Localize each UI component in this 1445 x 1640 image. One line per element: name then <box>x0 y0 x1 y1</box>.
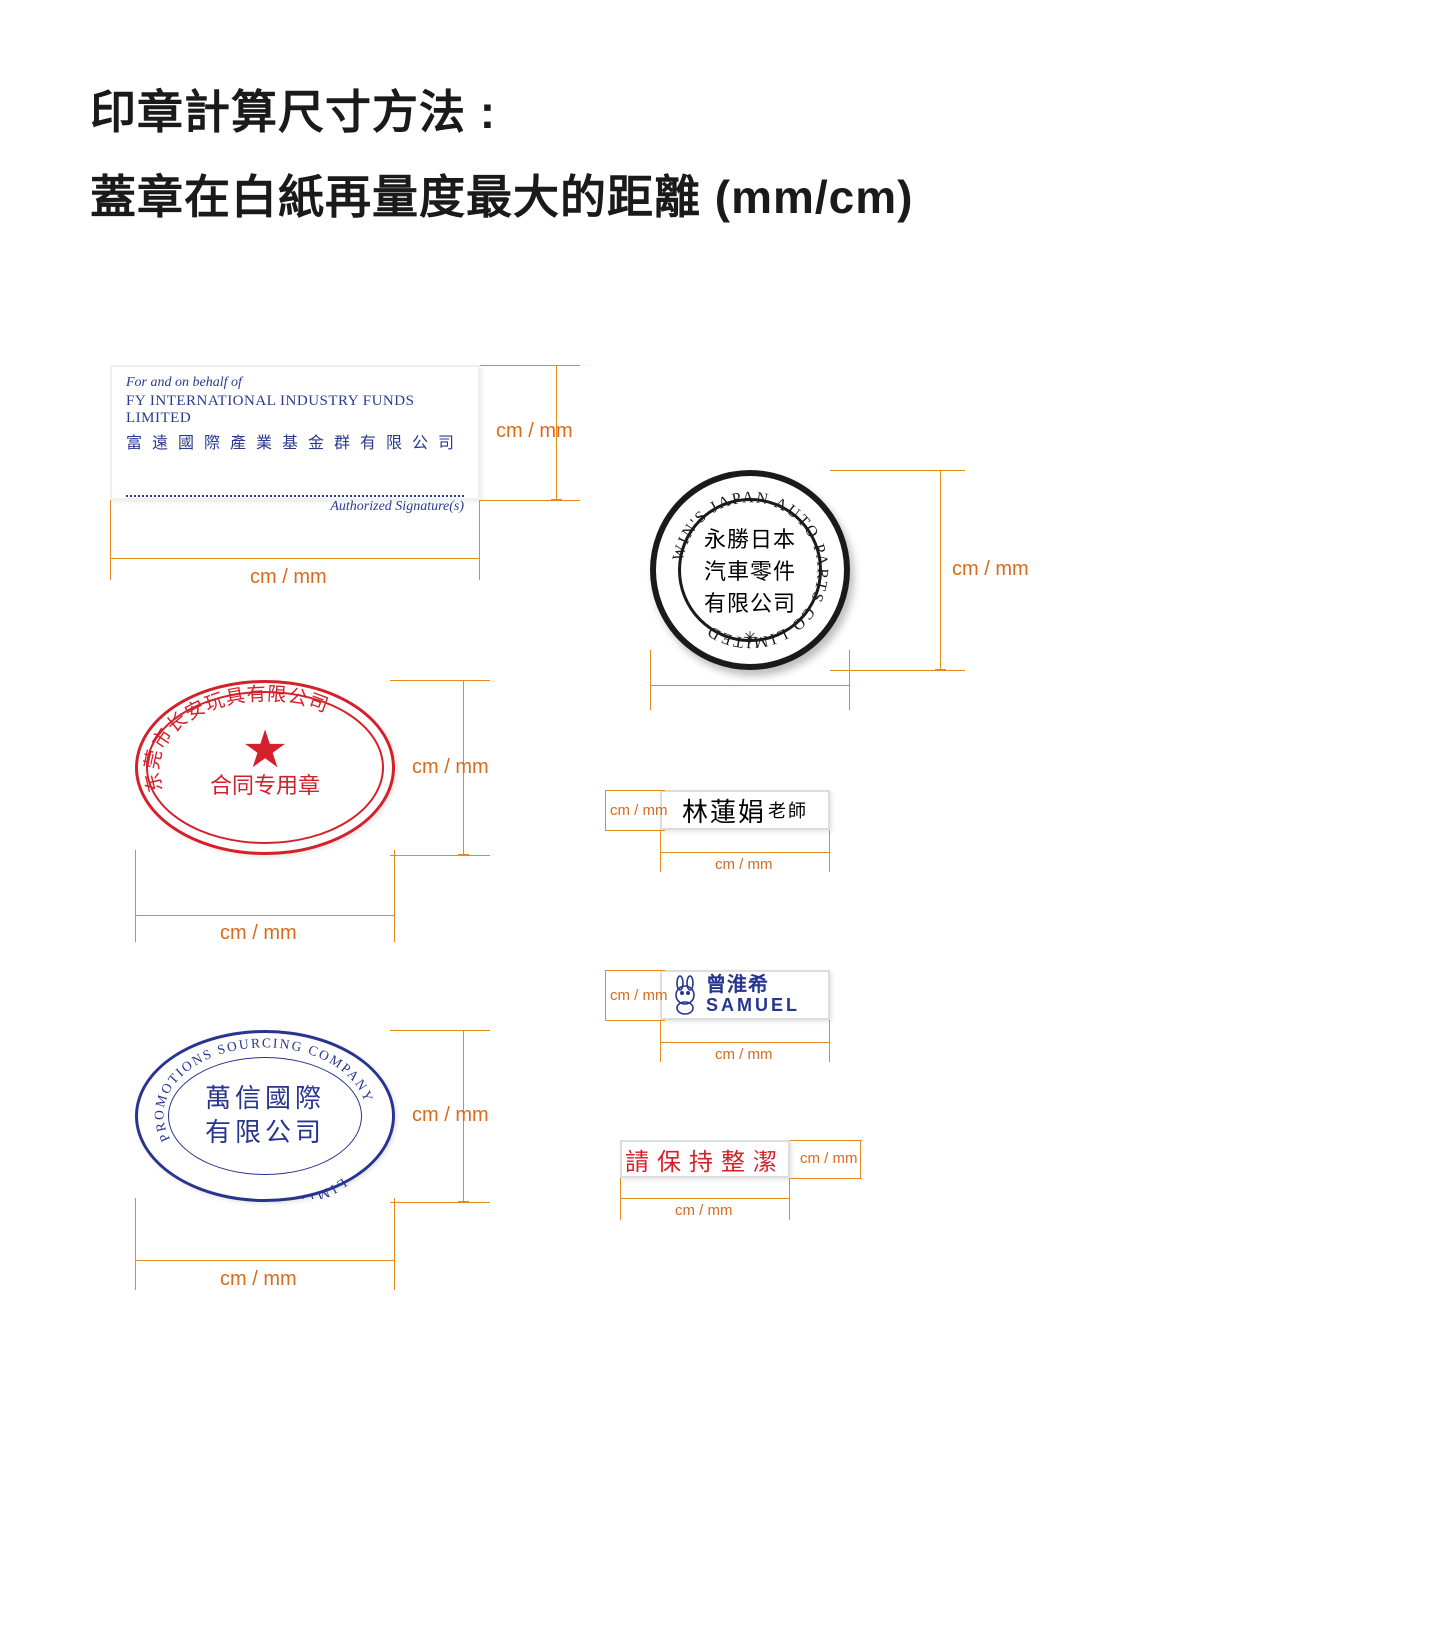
stamp5-main: 林蓮娟 <box>682 792 766 829</box>
measure-label: cm / mm <box>412 756 489 779</box>
guide-tick <box>394 1255 395 1266</box>
stamp-oval-red: 东莞市长安玩具有限公司 ★ 合同专用章 <box>135 680 395 855</box>
guide-tick <box>458 854 469 855</box>
guide-tick <box>551 499 562 500</box>
stamp1-signature-line <box>126 495 464 497</box>
stamp7-text: 請保持整潔 <box>625 1142 785 1177</box>
stamp3-bottom-text: 合同专用章 <box>210 768 320 800</box>
guide-line <box>390 1030 490 1031</box>
stamp1-line1: For and on behalf of <box>126 375 464 391</box>
measure-label: cm / mm <box>800 1150 858 1167</box>
stamp-name-black: 林蓮娟老師 <box>660 790 830 830</box>
guide-tick <box>660 1037 661 1048</box>
stamp1-line3: 富 遠 國 際 產 業 基 金 群 有 限 公 司 <box>126 429 464 453</box>
measure-label: cm / mm <box>496 420 573 443</box>
stamp-phrase-red: 請保持整潔 <box>620 1140 790 1178</box>
guide-line <box>605 1020 665 1021</box>
guide-line <box>110 500 111 580</box>
stamp-oval-blue: PROMOTIONS SOURCING COMPANY LIMITED ✳ 萬信… <box>135 1030 395 1202</box>
guide-line <box>110 558 480 559</box>
measure-label: cm / mm <box>715 856 773 873</box>
guide-tick <box>660 847 661 858</box>
stamp-rect-company: For and on behalf of FY INTERNATIONAL IN… <box>110 365 480 500</box>
stamp6-line2: SAMUEL <box>706 996 800 1016</box>
measure-label: cm / mm <box>952 558 1029 581</box>
stamp5-suffix: 老師 <box>768 797 808 823</box>
guide-line <box>390 680 490 681</box>
guide-line <box>390 855 490 856</box>
guide-line <box>660 1042 830 1043</box>
stamp-name-blue: 曾淮希 SAMUEL <box>660 970 830 1020</box>
guide-line <box>605 970 665 971</box>
stamp2-center-l2: 汽車零件 <box>704 554 796 586</box>
stamp4-center-l1: 萬信國際 <box>205 1082 325 1116</box>
guide-tick <box>650 680 651 691</box>
guide-line <box>605 790 665 791</box>
guide-tick <box>394 910 395 921</box>
guide-tick <box>458 1030 469 1031</box>
guide-tick <box>849 680 850 691</box>
measure-label: cm / mm <box>220 922 297 945</box>
measure-label: cm / mm <box>675 1202 733 1219</box>
measure-label: cm / mm <box>250 566 327 589</box>
guide-line <box>135 850 136 942</box>
guide-tick <box>479 553 480 564</box>
rabbit-icon <box>670 975 700 1015</box>
stamp1-line2: FY INTERNATIONAL INDUSTRY FUNDS LIMITED <box>126 393 464 427</box>
guide-line <box>830 670 965 671</box>
guide-tick <box>135 1255 136 1266</box>
guide-line <box>135 1198 136 1290</box>
guide-tick <box>110 553 111 564</box>
guide-line <box>135 915 395 916</box>
guide-line <box>605 790 606 830</box>
guide-line <box>605 970 606 1020</box>
guide-tick <box>135 910 136 921</box>
guide-tick <box>829 1037 830 1048</box>
measure-label: cm / mm <box>220 1268 297 1291</box>
stamp2-center-l1: 永勝日本 <box>704 522 796 554</box>
stamp4-center-l2: 有限公司 <box>205 1116 325 1150</box>
guide-line <box>605 830 665 831</box>
measure-label: cm / mm <box>715 1046 773 1063</box>
guide-tick <box>620 1193 621 1204</box>
guide-line <box>650 685 850 686</box>
guide-tick <box>935 669 946 670</box>
guide-tick <box>458 1201 469 1202</box>
measure-label: cm / mm <box>610 802 668 819</box>
guide-tick <box>829 847 830 858</box>
page-title-line1: 印章計算尺寸方法 : <box>90 70 1355 155</box>
guide-line <box>480 365 580 366</box>
star-icon: ★ <box>242 735 289 766</box>
guide-line <box>620 1198 790 1199</box>
stamp3-center: ★ 合同专用章 <box>146 691 384 844</box>
stamp1-line4: Authorized Signature(s) <box>126 499 464 515</box>
stamp2-center: 永勝日本 汽車零件 有限公司 <box>678 498 822 642</box>
page-title-line2: 蓋章在白紙再量度最大的距離 (mm/cm) <box>90 155 1355 240</box>
guide-tick <box>458 680 469 681</box>
guide-line <box>660 852 830 853</box>
guide-line <box>135 1260 395 1261</box>
guide-tick <box>789 1193 790 1204</box>
stamp4-center: 萬信國際 有限公司 <box>168 1057 362 1175</box>
measure-label: cm / mm <box>412 1104 489 1127</box>
svg-text:LIMITED ✳: LIMITED ✳ <box>251 1176 350 1200</box>
guide-line <box>860 1140 861 1178</box>
measure-label: cm / mm <box>610 987 668 1004</box>
guide-line <box>480 500 580 501</box>
guide-line <box>940 470 941 670</box>
stamp2-center-l3: 有限公司 <box>704 586 796 618</box>
guide-line <box>790 1178 862 1179</box>
guide-tick <box>551 365 562 366</box>
guide-line <box>390 1202 490 1203</box>
guide-line <box>479 500 480 580</box>
stamp-circle-black: WIN'S JAPAN AUTO PARTS CO LIMITED ✳ 永勝日本… <box>650 470 850 670</box>
guide-line <box>394 850 395 942</box>
stamp6-line1: 曾淮希 <box>706 974 800 996</box>
guide-line <box>394 1198 395 1290</box>
guide-tick <box>935 470 946 471</box>
guide-line <box>790 1140 862 1141</box>
diagram-canvas: For and on behalf of FY INTERNATIONAL IN… <box>90 270 1355 1570</box>
